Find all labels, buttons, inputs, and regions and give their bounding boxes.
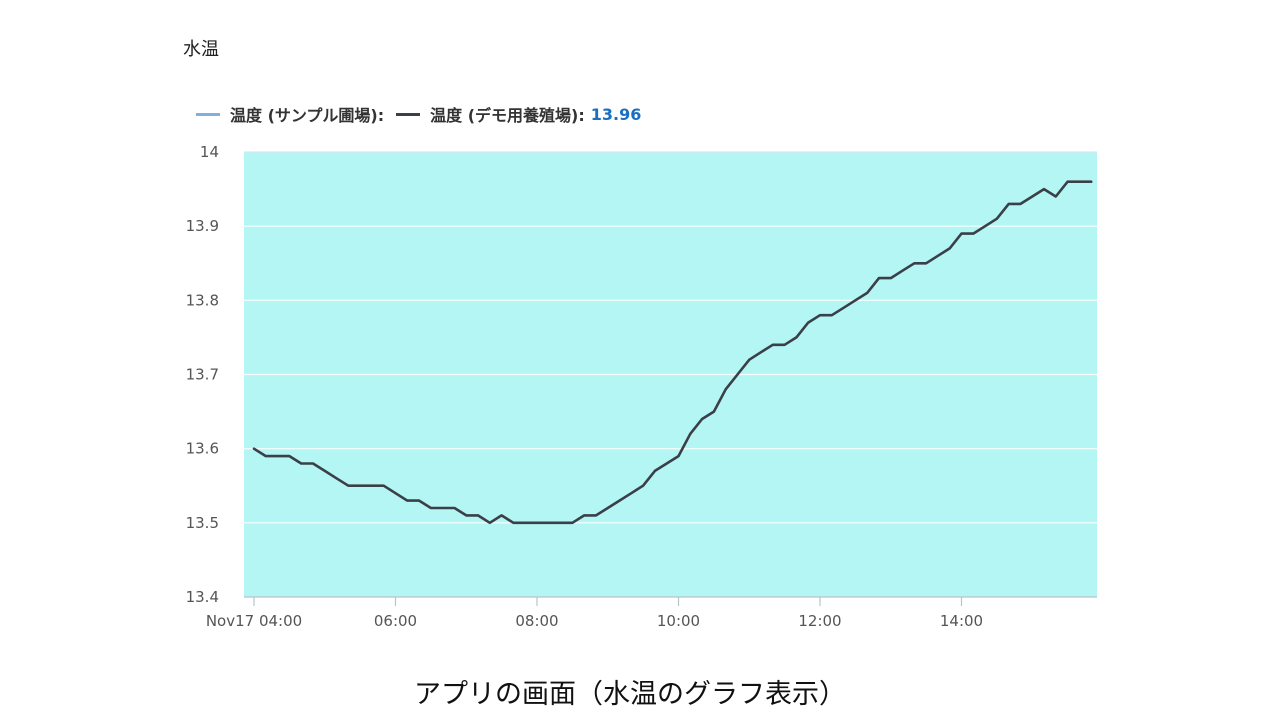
y-tick-label: 13.7 [186,366,219,384]
legend-item-sample-field[interactable]: 温度 (サンプル圃場): [196,102,384,126]
x-tick-label: 06:00 [374,612,417,630]
figure-caption: アプリの画面（水温のグラフ表示） [414,679,846,710]
legend-swatch-sample-field [196,112,220,116]
y-tick-label: 14 [200,143,219,161]
y-tick-label: 13.5 [186,514,219,532]
y-tick-label: 13.8 [186,291,219,309]
legend-label-demo-farm: 温度 (デモ用養殖場): [430,106,585,125]
series-line-1 [252,180,1093,525]
x-tick-label: 12:00 [798,612,841,630]
legend-item-demo-farm[interactable]: 温度 (デモ用養殖場): 13.96 [396,102,641,126]
legend-label-sample-field: 温度 (サンプル圃場): [230,106,385,125]
x-tick-label: Nov17 04:00 [206,612,302,630]
x-tick-label: 14:00 [940,612,983,630]
chart-legend: 温度 (サンプル圃場): 温度 (デモ用養殖場): 13.96 [196,102,653,126]
legend-current-value: 13.96 [590,104,642,124]
x-tick-label: 10:00 [657,612,700,630]
y-tick-label: 13.4 [186,588,219,606]
y-tick-label: 13.9 [186,217,219,235]
legend-swatch-demo-farm [396,112,421,116]
y-tick-label: 13.6 [186,440,219,458]
line-chart: 14 13.9 13.8 13.7 13.6 13.5 13.4 Nov17 04:00 06:… [186,143,1097,630]
x-tick-label: 08:00 [515,612,558,630]
chart-title: 水温 [183,39,219,60]
